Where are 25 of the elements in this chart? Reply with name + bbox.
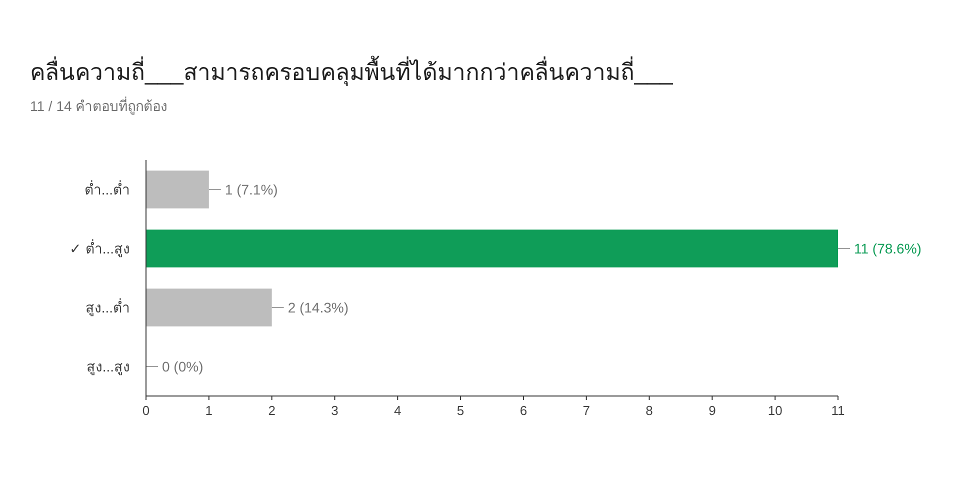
x-tick-label: 6: [520, 403, 528, 418]
data-label: 0 (0%): [162, 358, 204, 374]
x-tick-label: 8: [646, 403, 653, 418]
x-tick-label: 5: [456, 403, 464, 418]
x-tick-label: 11: [831, 403, 845, 418]
x-tick-label: 1: [205, 403, 213, 418]
y-tick-label: สูง...สูง: [86, 358, 130, 376]
y-tick-label: สูง...ต่ำ: [85, 298, 130, 316]
y-tick-label: ✓ ต่ำ...สูง: [69, 240, 130, 258]
x-tick-label: 2: [268, 403, 276, 418]
data-label: 11 (78.6%): [854, 240, 922, 256]
bar: [146, 288, 272, 326]
x-tick-label: 7: [582, 403, 590, 418]
data-label: 1 (7.1%): [224, 182, 278, 198]
x-tick-label: 0: [142, 403, 150, 418]
x-tick-label: 9: [708, 403, 716, 418]
x-tick-label: 10: [768, 403, 782, 418]
data-label: 2 (14.3%): [288, 300, 349, 316]
x-tick-label: 4: [394, 403, 402, 418]
y-tick-label: ต่ำ...ต่ำ: [84, 180, 130, 198]
x-tick-label: 3: [331, 403, 338, 418]
chart-subtitle: 11 / 14 คำตอบที่ถูกต้อง: [30, 97, 168, 115]
bar: [146, 230, 838, 268]
chart-title: คลื่นความถี่___สามารถครอบคลุมพื้นที่ได้มากกว่าคลื่นความถี่___: [30, 56, 674, 86]
bar: [146, 170, 209, 208]
